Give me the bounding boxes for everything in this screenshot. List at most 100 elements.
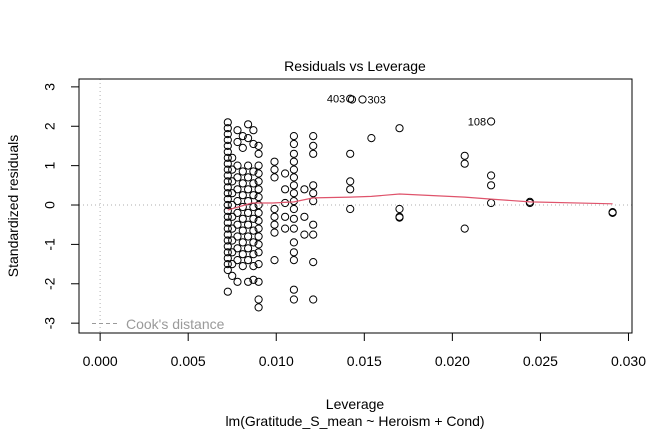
data-point bbox=[254, 224, 263, 233]
data-point bbox=[254, 277, 263, 286]
cooks-distance-legend: Cook's distance bbox=[92, 316, 225, 332]
x-tick-label: 0.015 bbox=[347, 353, 382, 369]
data-point bbox=[233, 197, 242, 206]
data-point bbox=[254, 169, 263, 178]
data-point bbox=[223, 254, 232, 263]
data-point bbox=[223, 260, 232, 269]
data-point bbox=[244, 220, 253, 229]
data-point bbox=[249, 250, 258, 259]
data-point bbox=[244, 120, 253, 129]
data-point bbox=[238, 250, 247, 259]
data-point bbox=[249, 126, 258, 135]
x-tick-label: 0.020 bbox=[435, 353, 470, 369]
data-point bbox=[346, 177, 355, 186]
data-point bbox=[228, 260, 237, 269]
data-point bbox=[289, 132, 298, 141]
data-point bbox=[228, 271, 237, 280]
data-point bbox=[228, 189, 237, 198]
data-point bbox=[233, 173, 242, 182]
data-point bbox=[244, 277, 253, 286]
data-point bbox=[249, 191, 258, 200]
data-point bbox=[254, 200, 263, 210]
smooth-line bbox=[227, 193, 613, 211]
data-point bbox=[223, 130, 232, 139]
data-point bbox=[223, 159, 232, 168]
data-point bbox=[223, 141, 232, 150]
data-point bbox=[281, 169, 290, 178]
data-point bbox=[249, 139, 258, 149]
data-point bbox=[395, 204, 404, 214]
plot-frame bbox=[78, 78, 633, 334]
data-point bbox=[309, 141, 318, 150]
data-point bbox=[289, 224, 298, 233]
data-point bbox=[487, 117, 496, 126]
data-point bbox=[233, 208, 242, 217]
data-point bbox=[270, 157, 279, 166]
data-point bbox=[281, 224, 290, 233]
data-point bbox=[309, 189, 318, 198]
data-point bbox=[244, 232, 253, 241]
smooth-line-group bbox=[227, 193, 613, 211]
data-point bbox=[289, 204, 298, 214]
data-point bbox=[270, 165, 279, 174]
data-point bbox=[309, 258, 318, 267]
data-point bbox=[270, 256, 279, 265]
data-point bbox=[347, 95, 357, 104]
data-point bbox=[228, 248, 237, 257]
data-point bbox=[249, 167, 258, 176]
data-point bbox=[270, 204, 279, 214]
data-point bbox=[358, 95, 367, 104]
data-point bbox=[254, 141, 263, 150]
data-point bbox=[228, 153, 237, 162]
data-point bbox=[254, 240, 263, 249]
data-point bbox=[233, 161, 242, 170]
data-point bbox=[289, 238, 298, 247]
data-point bbox=[309, 220, 318, 229]
data-point bbox=[460, 224, 469, 233]
data-point bbox=[233, 232, 242, 241]
data-point bbox=[270, 220, 279, 229]
data-point bbox=[300, 212, 309, 221]
point-annotations: 403 303 108 bbox=[327, 94, 486, 129]
y-tick-label: -2 bbox=[42, 277, 58, 290]
data-point bbox=[238, 238, 247, 247]
data-point bbox=[270, 228, 279, 237]
data-point bbox=[223, 200, 232, 210]
data-point bbox=[238, 214, 247, 223]
data-point bbox=[525, 198, 535, 208]
data-point bbox=[254, 185, 263, 194]
data-point bbox=[244, 134, 253, 143]
data-point bbox=[249, 238, 258, 247]
data-point bbox=[309, 149, 318, 158]
data-point bbox=[254, 303, 263, 312]
data-point bbox=[238, 226, 247, 235]
data-point bbox=[244, 208, 253, 217]
chart-subtitle: lm(Gratitude_S_mean ~ Heroism + Cond) bbox=[225, 413, 484, 429]
data-point bbox=[395, 124, 404, 133]
data-point bbox=[254, 149, 263, 158]
data-point bbox=[300, 230, 309, 239]
y-tick-label: -1 bbox=[42, 238, 58, 251]
data-point bbox=[223, 177, 232, 186]
data-point bbox=[249, 275, 258, 284]
data-point bbox=[223, 248, 232, 257]
data-point bbox=[223, 206, 232, 215]
data-point bbox=[223, 135, 232, 145]
data-point bbox=[228, 212, 237, 221]
data-point bbox=[460, 151, 469, 160]
data-point bbox=[223, 212, 232, 221]
y-tick-label: 1 bbox=[42, 162, 58, 170]
data-point bbox=[233, 244, 242, 253]
data-point bbox=[254, 232, 263, 241]
data-point bbox=[238, 167, 247, 176]
data-point bbox=[223, 171, 232, 180]
data-point bbox=[223, 153, 232, 162]
data-point bbox=[254, 295, 263, 304]
data-point bbox=[346, 149, 355, 158]
data-point bbox=[238, 179, 247, 188]
data-point bbox=[223, 236, 232, 245]
data-point bbox=[254, 260, 263, 269]
x-tick-label: 0.005 bbox=[171, 353, 206, 369]
data-point bbox=[487, 171, 496, 180]
